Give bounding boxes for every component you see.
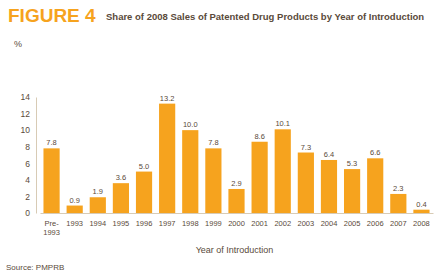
x-axis-title: Year of Introduction (196, 245, 274, 255)
title: FIGURE 4 (8, 5, 96, 26)
x-tick-label: 1994 (89, 219, 106, 228)
x-tick-label: 2000 (228, 219, 245, 228)
data-label: 0.4 (416, 200, 426, 209)
y-tick-label: 2 (25, 192, 30, 202)
x-tick-label: 1998 (182, 219, 199, 228)
x-tick-label: 1993 (66, 219, 83, 228)
y-tick-label: 0 (25, 208, 30, 218)
x-tick-label: 1999 (205, 219, 222, 228)
x-tick: 2003 (298, 213, 315, 228)
x-tick-label: 1996 (136, 219, 153, 228)
x-tick: 1999 (205, 213, 222, 228)
data-label: 10.0 (183, 120, 198, 129)
x-tick-label: 2003 (298, 219, 315, 228)
bar (413, 210, 429, 213)
data-label: 6.4 (324, 150, 334, 159)
x-tick-label: 2001 (251, 219, 268, 228)
y-axis: 0 2 4 6 8 10 12 14 (21, 92, 37, 218)
bar (275, 129, 291, 213)
data-label: 7.3 (301, 143, 311, 152)
bar (252, 142, 268, 213)
subtitle: Share of 2008 Sales of Patented Drug Pro… (106, 11, 424, 22)
data-label: 2.3 (393, 184, 403, 193)
x-tick: 1997 (159, 213, 176, 228)
y-tick-label: 12 (21, 109, 31, 119)
y-axis-line (36, 98, 37, 214)
data-label: 5.3 (347, 159, 357, 168)
x-axis-line (41, 213, 434, 214)
y-tick-label: 6 (25, 159, 30, 169)
x-tick: 1993 (66, 213, 83, 228)
x-tick: 2004 (321, 213, 338, 228)
y-tick-label: 10 (21, 125, 31, 135)
x-tick: 2005 (344, 213, 361, 228)
y-tick: 10 (21, 125, 36, 135)
x-tick-label: 2008 (413, 219, 430, 228)
bar (159, 104, 175, 213)
y-tick: 2 (25, 192, 36, 202)
y-tick: 4 (25, 175, 36, 185)
x-tick: 1995 (113, 213, 130, 228)
x-tick-label: 1995 (113, 219, 130, 228)
x-tick: 2001 (251, 213, 268, 228)
y-tick: 0 (25, 208, 36, 218)
x-tick: 2000 (228, 213, 245, 228)
y-tick: 8 (25, 142, 36, 152)
bar (113, 183, 129, 213)
bar (43, 148, 59, 213)
data-label: 10.1 (275, 119, 290, 128)
x-tick: 1998 (182, 213, 199, 228)
bars (43, 104, 429, 213)
x-tick: 2008 (413, 213, 430, 228)
y-tick-label: 4 (25, 175, 30, 185)
x-tick-label: 2006 (367, 219, 384, 228)
chart: FIGURE 4 Share of 2008 Sales of Patented … (0, 0, 443, 277)
data-labels: 7.8 0.9 1.9 3.6 5.0 13.2 10.0 7.8 2.9 8.6 10.1 7.3 6… (46, 94, 426, 209)
x-tick-label: 2002 (274, 219, 291, 228)
bar (390, 194, 406, 213)
bar (205, 148, 221, 213)
data-label: 7.8 (46, 138, 56, 147)
data-label: 8.6 (254, 132, 264, 141)
y-tick-label: 8 (25, 142, 30, 152)
x-tick: 1994 (89, 213, 106, 228)
x-tick: 2002 (274, 213, 291, 228)
bar (136, 172, 152, 213)
data-label: 0.9 (69, 196, 79, 205)
y-tick: 14 (21, 92, 36, 102)
x-axis: Pre-1993 1993 1994 1995 1996 1997 1998 1999 2000… (41, 213, 434, 237)
y-tick: 12 (21, 109, 36, 119)
bar (298, 153, 314, 213)
y-axis-title: % (14, 39, 22, 49)
bar (344, 169, 360, 213)
data-label: 13.2 (160, 94, 175, 103)
x-tick: 1996 (136, 213, 153, 228)
bar (367, 158, 383, 213)
data-label: 5.0 (139, 162, 149, 171)
x-tick: 2007 (390, 213, 407, 228)
data-label: 7.8 (208, 138, 218, 147)
y-tick-label: 14 (21, 92, 31, 102)
x-tick-label: 2005 (344, 219, 361, 228)
bar (228, 189, 244, 213)
x-tick: Pre-1993 (43, 213, 60, 237)
bar (321, 160, 337, 213)
bar (67, 206, 83, 213)
data-label: 3.6 (116, 173, 126, 182)
x-tick-label: 1997 (159, 219, 176, 228)
x-tick-label: Pre-1993 (43, 219, 60, 236)
data-label: 6.6 (370, 148, 380, 157)
x-tick-label: 2007 (390, 219, 407, 228)
y-tick: 6 (25, 159, 36, 169)
x-tick: 2006 (367, 213, 384, 228)
source: Source: PMPRB (6, 263, 64, 272)
bar (182, 130, 198, 213)
data-label: 1.9 (93, 187, 103, 196)
bar (90, 197, 106, 213)
data-label: 2.9 (231, 179, 241, 188)
x-tick-label: 2004 (321, 219, 338, 228)
